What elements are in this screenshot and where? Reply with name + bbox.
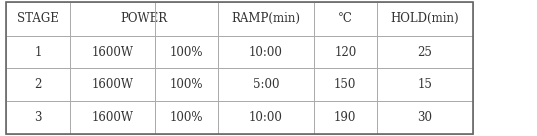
Text: POWER: POWER — [120, 12, 168, 25]
Bar — [218, 101, 314, 134]
Bar — [155, 68, 218, 101]
Text: RAMP(min): RAMP(min) — [231, 12, 300, 25]
Bar — [70, 68, 155, 101]
Bar — [377, 2, 473, 36]
Bar — [377, 36, 473, 68]
Text: 1: 1 — [34, 46, 42, 59]
Text: 150: 150 — [334, 78, 357, 91]
Bar — [6, 2, 473, 134]
Bar — [6, 101, 70, 134]
Text: STAGE: STAGE — [17, 12, 59, 25]
Text: HOLD(min): HOLD(min) — [390, 12, 459, 25]
Bar — [6, 68, 70, 101]
Text: 1600W: 1600W — [91, 111, 133, 124]
Text: 190: 190 — [334, 111, 357, 124]
Text: 10:00: 10:00 — [249, 111, 283, 124]
Bar — [155, 36, 218, 68]
Bar — [218, 2, 314, 36]
Text: 3: 3 — [34, 111, 42, 124]
Text: 100%: 100% — [170, 78, 203, 91]
Bar — [70, 36, 155, 68]
Text: 2: 2 — [34, 78, 42, 91]
Bar — [70, 101, 155, 134]
Text: 1600W: 1600W — [91, 78, 133, 91]
Bar — [155, 101, 218, 134]
Text: 25: 25 — [417, 46, 432, 59]
Bar — [6, 2, 70, 36]
Text: °C: °C — [338, 12, 353, 25]
Bar — [314, 2, 377, 36]
Text: 30: 30 — [417, 111, 432, 124]
Bar — [314, 101, 377, 134]
Bar — [314, 68, 377, 101]
Bar — [377, 68, 473, 101]
Text: 15: 15 — [417, 78, 432, 91]
Bar — [377, 101, 473, 134]
Bar — [314, 36, 377, 68]
Text: 10:00: 10:00 — [249, 46, 283, 59]
Bar — [70, 2, 218, 36]
Bar — [6, 36, 70, 68]
Text: 100%: 100% — [170, 46, 203, 59]
Text: 1600W: 1600W — [91, 46, 133, 59]
Text: 5:00: 5:00 — [252, 78, 279, 91]
Text: 100%: 100% — [170, 111, 203, 124]
Bar — [218, 36, 314, 68]
Bar — [218, 68, 314, 101]
Text: 120: 120 — [334, 46, 357, 59]
